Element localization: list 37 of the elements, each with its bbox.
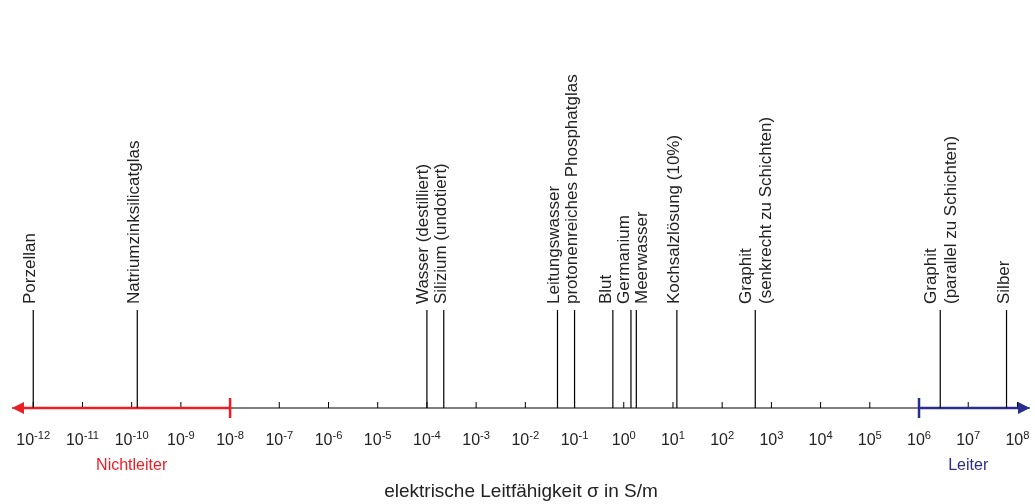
ref-line-label: Nichtleiter — [96, 456, 168, 473]
text: Silizium (undotiert) — [431, 163, 451, 304]
text: Porzellan — [20, 233, 40, 304]
x-axis-title: elektrische Leitfähigkeit σ in S/m — [384, 480, 658, 501]
x-tick-label: 10$^{-6}$ — [314, 429, 343, 448]
text: Kochsalzlösung (10%) — [663, 134, 683, 304]
x-tick-label: 10$^{-9}$ — [167, 429, 195, 448]
x-tick-label: 10$^{5}$ — [857, 429, 882, 448]
text: Graphit (parallel zu Schichten) — [921, 135, 961, 304]
x-tick-label: 10$^{-5}$ — [363, 429, 392, 448]
text: protonenreiches Phosphatglas — [562, 74, 582, 304]
x-tick-label: 10$^{-4}$ — [413, 429, 441, 448]
x-tick-label: 10$^{3}$ — [759, 429, 784, 448]
text: Germanium — [613, 215, 633, 304]
x-tick-label: 10$^{6}$ — [907, 429, 932, 448]
x-tick-label: 10$^{-1}$ — [560, 429, 589, 448]
x-tick-label: 10$^{-8}$ — [216, 429, 244, 448]
x-tick-label: 10$^{0}$ — [611, 429, 636, 448]
text: Meerwasser — [631, 211, 651, 304]
x-tick-label: 10$^{-11}$ — [65, 429, 100, 448]
text: Leitungswasser — [544, 185, 564, 304]
x-tick-label: 10$^{1}$ — [660, 429, 685, 448]
x-tick-label: 10$^{7}$ — [956, 429, 981, 448]
x-tick-label: 10$^{-7}$ — [265, 429, 294, 448]
text: Graphit (senkrecht zu Schichten) — [736, 116, 776, 304]
x-tick-label: 10$^{2}$ — [710, 429, 735, 448]
text: Natriumzinksilicatglas — [124, 140, 144, 304]
ref-line-label: Leiter — [948, 456, 989, 473]
x-tick-label: 10$^{-3}$ — [462, 429, 491, 448]
x-tick-label: 10$^{4}$ — [808, 429, 833, 448]
x-tick-label: 10$^{-12}$ — [16, 429, 51, 448]
text: Wasser (destilliert) — [413, 163, 433, 304]
text: Blut — [595, 274, 615, 304]
x-tick-label: 10$^{-2}$ — [511, 429, 540, 448]
text: Silber — [993, 260, 1013, 304]
x-tick-label: 10$^{-10}$ — [114, 429, 149, 448]
x-tick-label: 10$^{8}$ — [1005, 429, 1030, 448]
